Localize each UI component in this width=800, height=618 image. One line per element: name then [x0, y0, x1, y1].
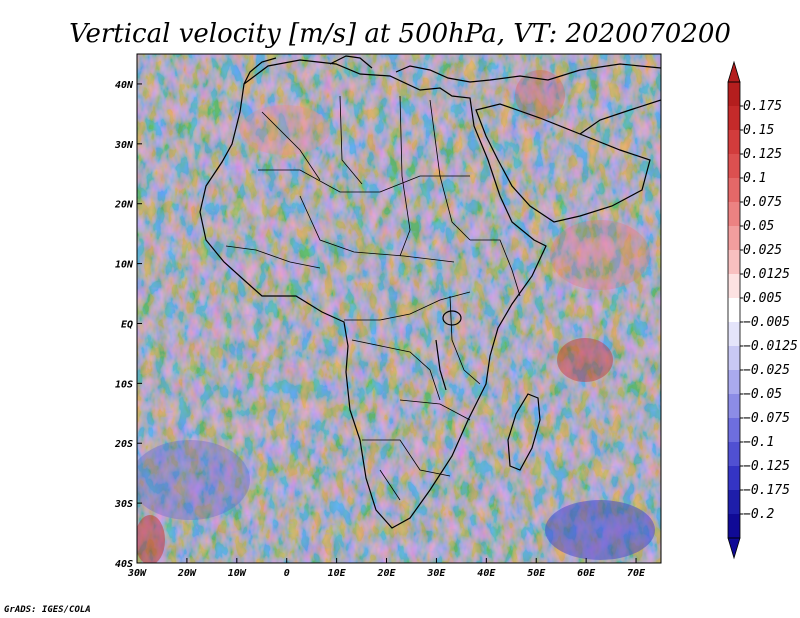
- lat-tick-label: 30S: [114, 499, 133, 510]
- colorbar-swatch: [728, 346, 740, 371]
- colorbar-swatch: [728, 394, 740, 419]
- colorbar-outline: [727, 81, 741, 539]
- colorbar-swatch: [728, 154, 740, 179]
- country-borders: [225, 95, 521, 501]
- colorbar-label: −0.005: [743, 315, 790, 330]
- lat-tick-label: 40S: [115, 559, 133, 570]
- colorbar-swatch: [728, 370, 740, 395]
- colorbar-label: −0.05: [743, 387, 782, 402]
- lon-tick-label: 50E: [527, 568, 546, 579]
- colorbar-swatch: [728, 250, 740, 275]
- colorbar-label: 0.025: [743, 243, 782, 258]
- arabia-coastline: [475, 103, 651, 223]
- colorbar-swatch: [728, 514, 740, 539]
- colorbar-label: 0.075: [743, 195, 782, 210]
- colorbar-label: −0.075: [743, 411, 790, 426]
- colorbar-label: −0.175: [743, 483, 790, 498]
- lon-tick-label: 0: [284, 568, 290, 579]
- colorbar-label: 0.175: [743, 99, 782, 114]
- lon-tick-label: 20W: [177, 568, 197, 579]
- colorbar-label: −0.0125: [743, 339, 798, 354]
- lat-tick-label: 10S: [115, 379, 133, 390]
- colorbar-label: 0.1: [743, 171, 766, 186]
- colorbar-max-arrow: [727, 60, 741, 83]
- latitude-axis: 40N 30N 20N 10N EQ 10S 20S 30S 40S: [114, 80, 142, 570]
- colorbar-swatch: [728, 274, 740, 299]
- colorbar-swatch: [728, 442, 740, 467]
- lat-tick-label: 40N: [115, 80, 134, 91]
- colorbar-label: 0.0125: [743, 267, 790, 282]
- lon-tick-label: 20E: [376, 568, 396, 579]
- colorbar-label: −0.025: [743, 363, 790, 378]
- colorbar-label: −0.125: [743, 459, 790, 474]
- lon-tick-label: 30W: [127, 568, 147, 579]
- colorbar-label: −0.2: [743, 507, 774, 522]
- map-frame: [137, 54, 661, 563]
- africa-coastline: [199, 59, 547, 529]
- lat-tick-label: EQ: [121, 319, 133, 330]
- lon-tick-label: 40E: [477, 568, 496, 579]
- colorbar-label: 0.125: [743, 147, 782, 162]
- credit-label: GrADS: IGES/COLA: [4, 605, 91, 615]
- lon-tick-label: 30E: [426, 568, 446, 579]
- lon-tick-label: 10W: [228, 568, 247, 579]
- colorbar-min-arrow: [727, 537, 741, 560]
- lake-victoria: [442, 310, 462, 326]
- madagascar-coastline: [507, 393, 541, 471]
- lon-tick-label: 60E: [577, 568, 596, 579]
- colorbar: 0.175 0.15 0.125 0.1 0.075 0.05 0.025 0.0125 0.0…: [727, 60, 798, 560]
- colorbar-label: 0.005: [743, 291, 782, 306]
- lat-tick-label: 20N: [114, 200, 134, 211]
- lat-tick-label: 20S: [114, 439, 133, 450]
- lon-tick-label: 70E: [627, 568, 646, 579]
- colorbar-label: 0.05: [743, 219, 774, 234]
- longitude-axis: 30W 20W 10W 0 10E 20E 30E 40E 50E 60E 70E: [127, 558, 646, 579]
- colorbar-swatch: [728, 106, 740, 131]
- lon-tick-label: 10E: [328, 568, 347, 579]
- colorbar-label: −0.1: [743, 435, 774, 450]
- colorbar-swatch: [728, 226, 740, 251]
- colorbar-swatch: [728, 298, 740, 323]
- colorbar-swatch: [728, 322, 740, 347]
- colorbar-swatch: [728, 178, 740, 203]
- colorbar-label: 0.15: [743, 123, 774, 138]
- colorbar-swatch: [728, 466, 740, 491]
- lat-tick-label: 10N: [115, 260, 134, 271]
- map-title: Vertical velocity [m/s] at 500hPa, VT: 2…: [69, 19, 731, 49]
- colorbar-swatch: [728, 130, 740, 155]
- colorbar-swatch: [728, 82, 740, 107]
- lat-tick-label: 30N: [114, 140, 134, 151]
- colorbar-swatch: [728, 490, 740, 515]
- colorbar-swatch: [728, 202, 740, 227]
- colorbar-swatch: [728, 418, 740, 443]
- lake-tanganyika: [435, 339, 447, 391]
